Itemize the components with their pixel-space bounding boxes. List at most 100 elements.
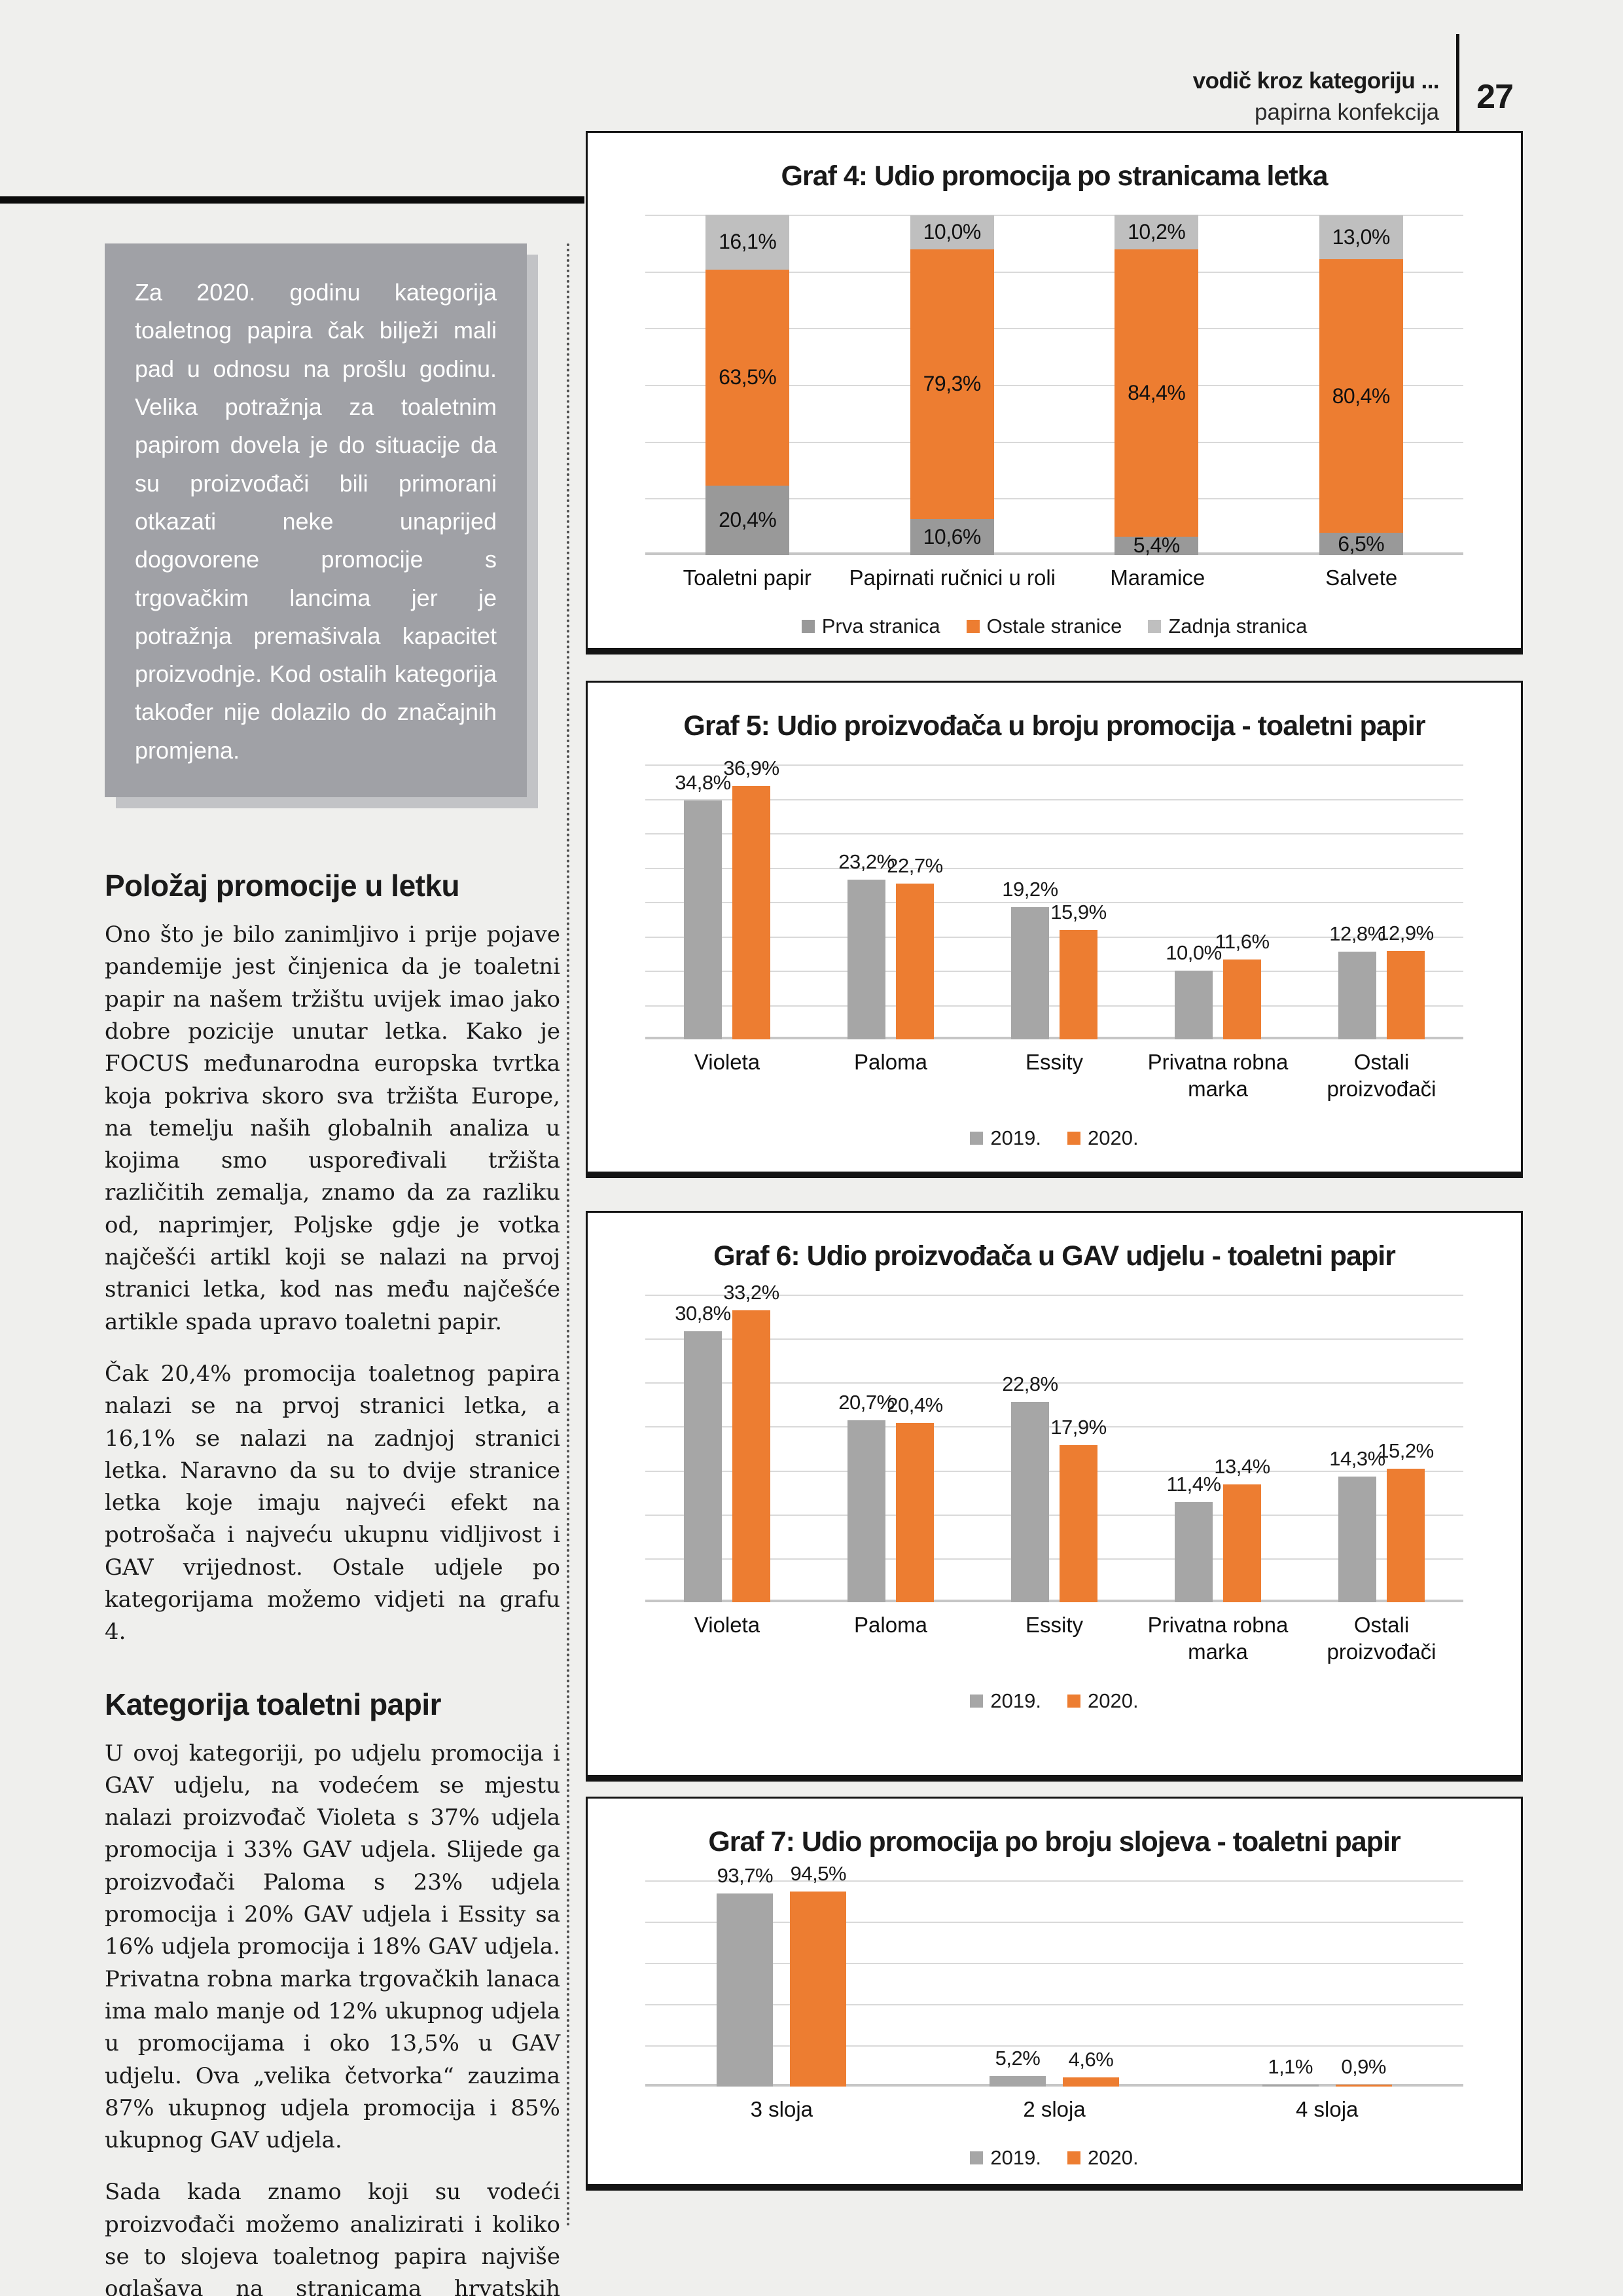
bar-column: 11,6%	[1215, 764, 1270, 1039]
legend-label: Zadnja stranica	[1168, 615, 1308, 638]
bar-value-label: 5,2%	[995, 2046, 1041, 2070]
segment-value-label: 13,0%	[1332, 224, 1391, 249]
category-label-text: 4 sloja	[1295, 2097, 1359, 2121]
category-label-text: Maramice	[1110, 565, 1205, 590]
bar	[790, 1892, 847, 2087]
legend-label: 2020.	[1088, 1126, 1139, 1149]
chart-plot-area: 30,8% 33,2% 20,7% 20,4% 22,8% 17,9% 11,4% 13,4%…	[645, 1281, 1463, 1602]
segment-value-label: 20,4%	[719, 508, 777, 532]
gridline	[645, 1295, 1463, 1296]
bar	[847, 1420, 885, 1602]
legend-label: 2019.	[990, 1126, 1041, 1149]
x-axis-line	[645, 2084, 1463, 2087]
category-label: Essity	[972, 1611, 1136, 1666]
bar-column: 13,4%	[1214, 1295, 1270, 1602]
bar-segment: 16,1%	[705, 215, 790, 270]
legend-item: Ostale stranice	[966, 615, 1122, 638]
legend-item: Prva stranica	[801, 615, 940, 638]
chart-title: Graf 5: Udio proizvođača u broju promoci…	[683, 710, 1425, 742]
category-label: 4 sloja	[1190, 2096, 1463, 2123]
category-label-text: Paloma	[854, 1613, 927, 1637]
bar-column: 23,2%	[838, 764, 895, 1039]
header-title: vodič kroz kategoriju ...	[1192, 67, 1440, 94]
bar-value-label: 12,9%	[1378, 921, 1434, 944]
bar-column: 1,1%	[1262, 1880, 1319, 2087]
chart-legend: 2019. 2020.	[588, 1689, 1521, 1713]
bar-column: 14,3%	[1329, 1295, 1385, 1602]
top-rule	[0, 196, 584, 204]
bar-column: 0,9%	[1335, 1880, 1392, 2087]
x-axis-labels: Violeta Paloma Essity Privatna robna marka O…	[645, 1049, 1463, 1103]
category-slot: 1,1% 0,9%	[1190, 1880, 1463, 2087]
bar-group: 22,8% 17,9%	[1002, 1295, 1107, 1602]
column-separator-dotted	[567, 243, 569, 2228]
legend-swatch	[1148, 620, 1162, 634]
bar-column: 11,4%	[1166, 1295, 1221, 1602]
gridline	[645, 2045, 1463, 2047]
category-label-text: Violeta	[694, 1050, 760, 1074]
segment-value-label: 6,5%	[1338, 531, 1385, 556]
chart-legend: 2019. 2020.	[588, 1126, 1521, 1150]
legend-swatch	[970, 1694, 984, 1708]
category-slot: 20,4% 63,5% 16,1%	[645, 215, 850, 555]
bar-segment: 84,4%	[1115, 249, 1199, 537]
bar-group: 20,7% 20,4%	[838, 1295, 943, 1602]
intro-box: Za 2020. godinu kategorija toaletnog pap…	[105, 243, 527, 798]
legend-label: 2019.	[990, 2146, 1041, 2170]
bar-value-label: 20,4%	[887, 1393, 943, 1417]
paragraph: U ovoj kategoriji, po udjelu promocija i…	[105, 1740, 560, 2154]
segment-value-label: 5,4%	[1133, 533, 1180, 558]
bar-column: 22,7%	[887, 764, 943, 1039]
bar-segment: 13,0%	[1319, 215, 1403, 260]
legend-label: 2020.	[1088, 2146, 1139, 2170]
bar-value-label: 22,7%	[887, 853, 943, 877]
bar-column: 22,8%	[1002, 1295, 1058, 1602]
bar	[684, 800, 722, 1039]
category-label: Paloma	[809, 1611, 972, 1666]
bar-group: 14,3% 15,2%	[1329, 1295, 1434, 1602]
chart-graf5: Graf 5: Udio proizvođača u broju promoci…	[586, 681, 1523, 1178]
header-text: vodič kroz kategoriju ... papirna konfek…	[1192, 65, 1440, 129]
bar-value-label: 23,2%	[838, 850, 895, 874]
chart-plot-area: 34,8% 36,9% 23,2% 22,7% 19,2% 15,9% 10,0% 11,6%…	[645, 757, 1463, 1039]
category-label-text: Essity	[1025, 1613, 1083, 1637]
category-slot: 10,6% 79,3% 10,0%	[850, 215, 1055, 555]
bar-value-label: 15,9%	[1050, 901, 1107, 924]
page-number: 27	[1476, 78, 1514, 116]
legend-item: 2019.	[970, 1689, 1041, 1713]
stacked-bar: 10,6% 79,3% 10,0%	[910, 215, 994, 555]
gridline	[645, 1005, 1463, 1007]
bar-group: 5,2% 4,6%	[990, 1880, 1119, 2087]
bar-group: 1,1% 0,9%	[1262, 1880, 1392, 2087]
category-label: Paloma	[809, 1049, 972, 1103]
category-label: Privatna robna marka	[1136, 1611, 1300, 1666]
bar-segment: 10,2%	[1115, 215, 1199, 250]
category-label-text: Salvete	[1325, 565, 1398, 590]
bar-group: 23,2% 22,7%	[838, 764, 943, 1039]
section-heading-kategorija: Kategorija toaletni papir	[105, 1687, 442, 1721]
gridline	[645, 498, 1463, 500]
segment-value-label: 79,3%	[923, 372, 982, 396]
legend-swatch	[1067, 1694, 1080, 1708]
gridline	[645, 798, 1463, 800]
gridline	[645, 1963, 1463, 1964]
bar-column: 17,9%	[1050, 1295, 1107, 1602]
bar-group: 12,8% 12,9%	[1329, 764, 1434, 1039]
bar-segment: 10,6%	[910, 518, 994, 555]
bar-column: 36,9%	[723, 757, 779, 1039]
bar-column: 5,2%	[990, 1880, 1046, 2087]
intro-text: Za 2020. godinu kategorija toaletnog pap…	[135, 279, 497, 764]
bar	[1338, 951, 1376, 1039]
bars-row: 93,7% 94,5% 5,2% 4,6% 1,1% 0,9%	[645, 1862, 1463, 2087]
bar-value-label: 34,8%	[675, 770, 731, 794]
bar-value-label: 11,4%	[1166, 1472, 1221, 1496]
bar-column: 33,2%	[723, 1281, 779, 1602]
category-slot: 20,7% 20,4%	[809, 1295, 972, 1602]
segment-value-label: 63,5%	[719, 365, 777, 389]
bar-value-label: 33,2%	[723, 1281, 779, 1304]
gridline	[645, 1470, 1463, 1472]
category-slot: 22,8% 17,9%	[972, 1295, 1136, 1602]
gridline	[645, 271, 1463, 273]
gridline	[645, 385, 1463, 386]
